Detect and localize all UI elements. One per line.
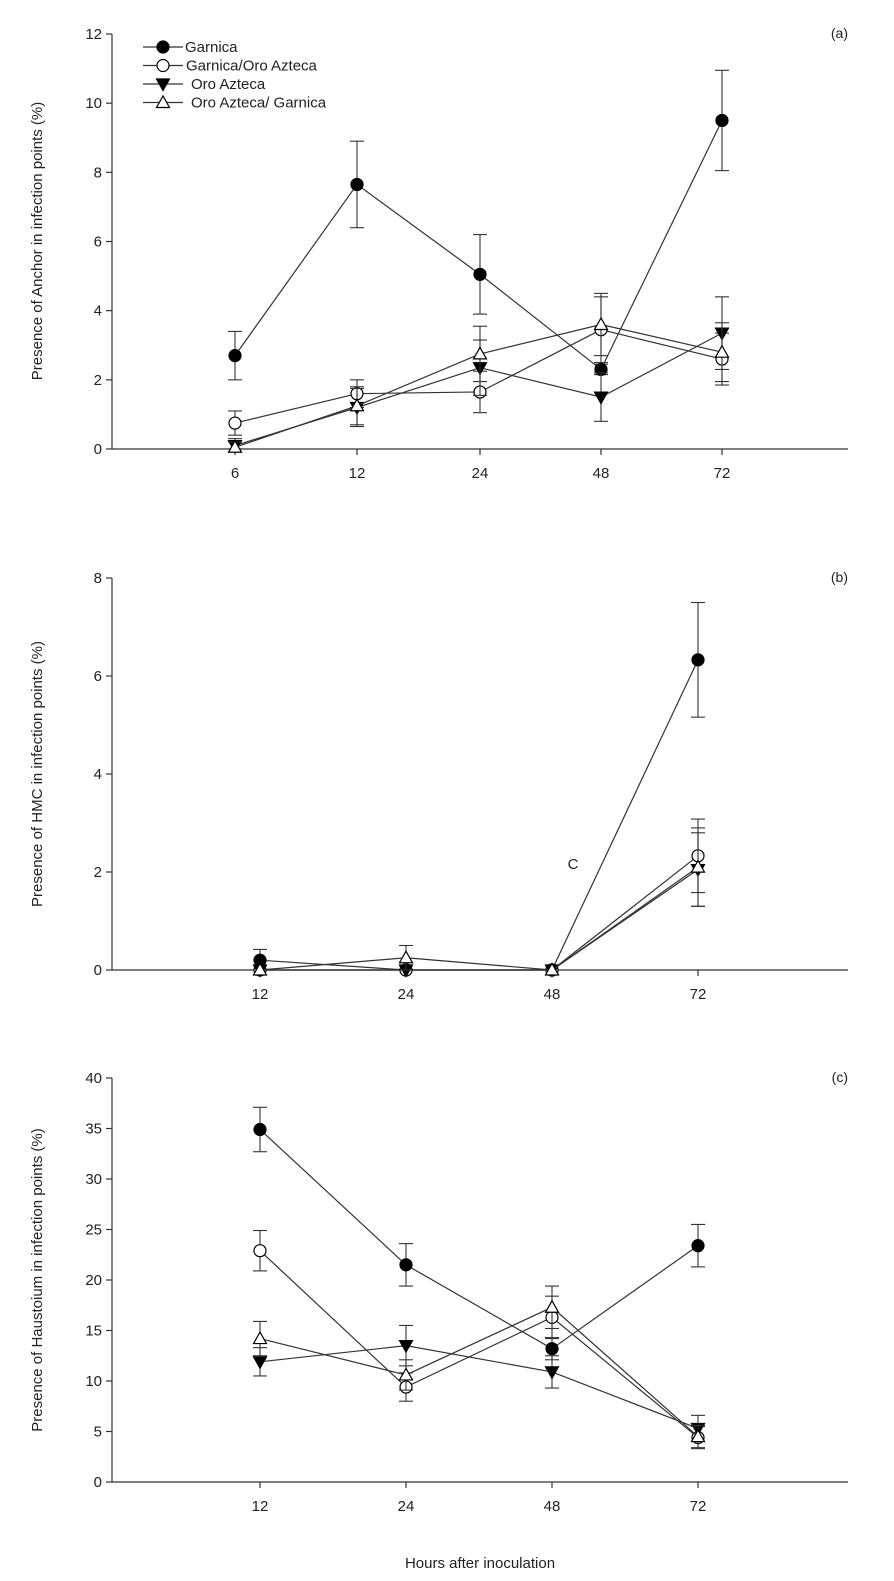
legend-item: Oro Azteca/ Garnica	[143, 95, 327, 112]
legend-item: Garnica/Oro Azteca	[143, 58, 318, 75]
x-tick-label: 6	[231, 465, 239, 482]
y-tick-label: 6	[94, 234, 102, 251]
data-point-oro-azteca-garnica	[714, 344, 730, 358]
y-axis-title: Presence of Haustoium in infection point…	[29, 1128, 46, 1431]
y-tick-label: 30	[85, 1171, 102, 1188]
series-line-garnica	[259, 1129, 699, 1350]
y-axis-title: Presence of HMC in infection points (%)	[29, 641, 46, 907]
series-line-oro-azteca	[260, 869, 699, 971]
y-tick-label: 8	[94, 164, 102, 181]
data-point-garnica	[228, 349, 242, 363]
panel-c: 0 5 10 15 20 25 30 35 40 12 24 48 72 Presence of Haus…	[29, 1069, 848, 1515]
x-tick-label: 24	[398, 1498, 415, 1515]
data-point-garnica-oro-azteca	[253, 1244, 267, 1258]
legend-item: Garnica	[143, 39, 238, 56]
data-point-oro-azteca-garnica	[472, 346, 488, 360]
x-tick-label: 48	[544, 986, 561, 1003]
y-tick-label: 15	[85, 1323, 102, 1340]
legend-item: Oro Azteca	[143, 76, 266, 93]
data-point-oro-azteca	[593, 391, 609, 405]
annotation-label: C	[568, 856, 579, 873]
legend-label: Garnica/Oro Azteca	[186, 58, 318, 75]
y-tick-label: 8	[94, 570, 102, 587]
data-point-oro-azteca-garnica	[398, 950, 414, 964]
x-tick-label: 24	[398, 986, 415, 1003]
x-tick-label: 72	[714, 465, 731, 482]
data-point-oro-azteca-garnica	[227, 439, 243, 453]
panel-label: (c)	[832, 1069, 848, 1085]
y-tick-label: 10	[85, 1373, 102, 1390]
data-point-garnica	[350, 177, 364, 192]
data-point-oro-azteca-garnica	[593, 316, 609, 331]
data-point-garnica	[691, 653, 705, 667]
legend-marker	[156, 58, 170, 73]
series-line-garnica	[234, 120, 723, 371]
x-tick-label: 12	[252, 986, 269, 1003]
legend-label: Oro Azteca/ Garnica	[191, 95, 327, 112]
data-point-oro-azteca-garnica	[690, 859, 706, 873]
data-point-oro-azteca	[398, 1340, 414, 1354]
y-tick-label: 20	[85, 1272, 102, 1289]
series-line-oro-azteca-garnica	[259, 866, 699, 971]
x-axis-title: Hours after inoculation	[405, 1555, 555, 1572]
data-point-oro-azteca-garnica	[398, 1367, 414, 1381]
legend-marker	[155, 94, 171, 109]
data-point-oro-azteca	[252, 1356, 268, 1370]
y-tick-label: 40	[85, 1070, 102, 1087]
data-point-garnica-oro-azteca	[228, 416, 242, 430]
legend-marker	[156, 40, 170, 54]
y-tick-label: 0	[94, 962, 102, 979]
data-point-garnica	[715, 113, 729, 128]
data-point-oro-azteca	[544, 1366, 560, 1380]
data-point-oro-azteca-garnica	[252, 1330, 268, 1345]
panel-label: (a)	[831, 25, 848, 41]
data-point-garnica	[473, 267, 487, 281]
x-tick-label: 48	[544, 1498, 561, 1515]
y-tick-label: 35	[85, 1121, 102, 1138]
y-tick-label: 4	[94, 303, 102, 320]
x-tick-label: 72	[690, 986, 707, 1003]
y-tick-label: 12	[85, 26, 102, 43]
data-point-oro-azteca-garnica	[544, 1299, 560, 1313]
x-tick-label: 12	[349, 465, 366, 482]
x-tick-label: 72	[690, 1498, 707, 1515]
y-tick-label: 25	[85, 1222, 102, 1239]
series-line-garnica-oro-azteca	[259, 1250, 699, 1439]
series-line-oro-azteca-garnica	[259, 1306, 699, 1437]
y-axis-title: Presence of Anchor in infection points (…	[29, 102, 46, 380]
y-tick-label: 2	[94, 864, 102, 881]
series-line-garnica	[259, 659, 699, 971]
series-line-oro-azteca	[259, 1345, 699, 1430]
y-tick-label: 4	[94, 766, 102, 783]
y-tick-label: 0	[94, 441, 102, 458]
data-point-garnica	[691, 1239, 705, 1253]
y-tick-label: 2	[94, 372, 102, 389]
panel-label: (b)	[831, 569, 848, 585]
y-tick-label: 6	[94, 668, 102, 685]
legend-label: Oro Azteca	[191, 76, 266, 93]
data-point-garnica	[253, 1122, 267, 1137]
data-point-oro-azteca-garnica	[252, 962, 268, 976]
legend-marker	[155, 78, 171, 92]
data-point-garnica	[545, 1342, 559, 1356]
x-tick-label: 48	[593, 465, 610, 482]
data-point-oro-azteca-garnica	[690, 1428, 706, 1443]
y-tick-label: 10	[85, 95, 102, 112]
series-line-garnica-oro-azteca	[234, 329, 723, 424]
data-point-oro-azteca-garnica	[544, 962, 560, 976]
x-tick-label: 24	[472, 465, 489, 482]
y-tick-label: 0	[94, 1474, 102, 1491]
y-tick-label: 5	[94, 1424, 102, 1441]
data-point-garnica	[399, 1258, 413, 1272]
x-tick-label: 12	[252, 1498, 269, 1515]
data-point-oro-azteca-garnica	[349, 398, 365, 412]
legend-label: Garnica	[185, 39, 238, 56]
